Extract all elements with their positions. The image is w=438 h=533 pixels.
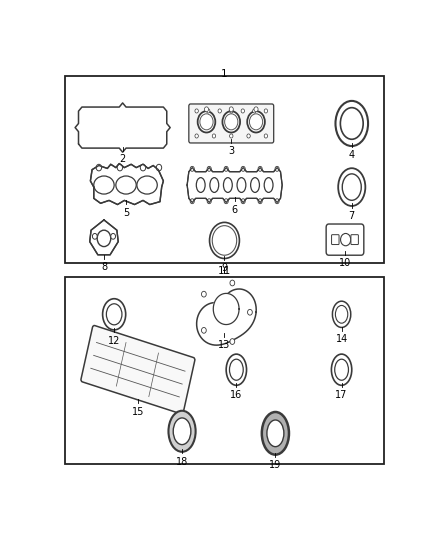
Circle shape (111, 233, 116, 239)
Text: 4: 4 (349, 150, 355, 160)
FancyBboxPatch shape (189, 104, 274, 143)
Circle shape (247, 111, 265, 133)
Text: 17: 17 (336, 390, 348, 400)
Circle shape (198, 111, 215, 133)
Text: 10: 10 (339, 258, 351, 268)
Ellipse shape (196, 177, 205, 192)
Circle shape (201, 292, 206, 297)
Circle shape (241, 199, 245, 204)
Ellipse shape (237, 177, 246, 192)
Circle shape (264, 109, 268, 113)
Ellipse shape (267, 420, 284, 447)
Text: 14: 14 (336, 334, 348, 344)
Ellipse shape (223, 177, 232, 192)
Circle shape (218, 109, 222, 113)
Circle shape (190, 199, 194, 204)
Circle shape (224, 166, 228, 171)
Circle shape (229, 107, 233, 112)
Circle shape (230, 338, 235, 344)
Circle shape (249, 114, 263, 130)
Circle shape (230, 280, 235, 286)
Text: 11: 11 (218, 266, 231, 276)
Text: 6: 6 (232, 205, 238, 215)
Text: 1: 1 (221, 69, 228, 79)
Circle shape (201, 327, 206, 333)
Circle shape (254, 107, 258, 112)
Circle shape (230, 109, 233, 113)
Ellipse shape (264, 177, 273, 192)
Circle shape (264, 134, 268, 138)
Ellipse shape (94, 176, 114, 194)
Text: 18: 18 (176, 457, 188, 467)
Circle shape (225, 114, 238, 130)
FancyBboxPatch shape (351, 235, 358, 245)
Text: 8: 8 (101, 262, 107, 272)
Text: 7: 7 (349, 211, 355, 221)
Text: 5: 5 (123, 207, 129, 217)
Circle shape (241, 109, 244, 113)
Circle shape (258, 166, 262, 171)
Polygon shape (90, 164, 163, 205)
FancyBboxPatch shape (81, 326, 195, 414)
Circle shape (117, 164, 123, 171)
Circle shape (200, 114, 213, 130)
Polygon shape (90, 220, 118, 255)
Circle shape (275, 199, 279, 204)
FancyBboxPatch shape (65, 76, 384, 263)
Circle shape (96, 164, 102, 171)
Ellipse shape (262, 412, 289, 455)
Text: 19: 19 (269, 460, 282, 470)
Ellipse shape (341, 233, 351, 246)
Ellipse shape (169, 411, 196, 452)
Polygon shape (187, 167, 282, 203)
Polygon shape (213, 293, 239, 325)
Ellipse shape (251, 177, 259, 192)
Text: 16: 16 (230, 390, 243, 400)
Circle shape (258, 199, 262, 204)
Circle shape (195, 109, 198, 113)
Ellipse shape (137, 176, 157, 194)
Polygon shape (197, 289, 256, 345)
Circle shape (230, 134, 233, 138)
Circle shape (247, 134, 250, 138)
Ellipse shape (116, 176, 136, 194)
Text: 13: 13 (219, 340, 230, 350)
Circle shape (207, 199, 211, 204)
Circle shape (205, 107, 208, 112)
Circle shape (253, 109, 256, 113)
Text: 15: 15 (132, 407, 144, 417)
Text: 2: 2 (120, 154, 126, 164)
Circle shape (140, 164, 146, 171)
Circle shape (92, 233, 97, 239)
Circle shape (223, 111, 240, 133)
FancyBboxPatch shape (65, 277, 384, 464)
Circle shape (207, 166, 211, 171)
Circle shape (206, 109, 210, 113)
Ellipse shape (210, 177, 219, 192)
Circle shape (190, 166, 194, 171)
Circle shape (224, 199, 228, 204)
Text: 3: 3 (228, 147, 234, 157)
Circle shape (241, 166, 245, 171)
Text: 9: 9 (222, 263, 227, 273)
Circle shape (275, 166, 279, 171)
FancyBboxPatch shape (332, 235, 339, 245)
Circle shape (195, 134, 198, 138)
Ellipse shape (173, 418, 191, 445)
Circle shape (156, 164, 162, 171)
Circle shape (212, 134, 215, 138)
Text: 12: 12 (108, 336, 120, 346)
Circle shape (247, 309, 252, 315)
Circle shape (97, 230, 111, 247)
